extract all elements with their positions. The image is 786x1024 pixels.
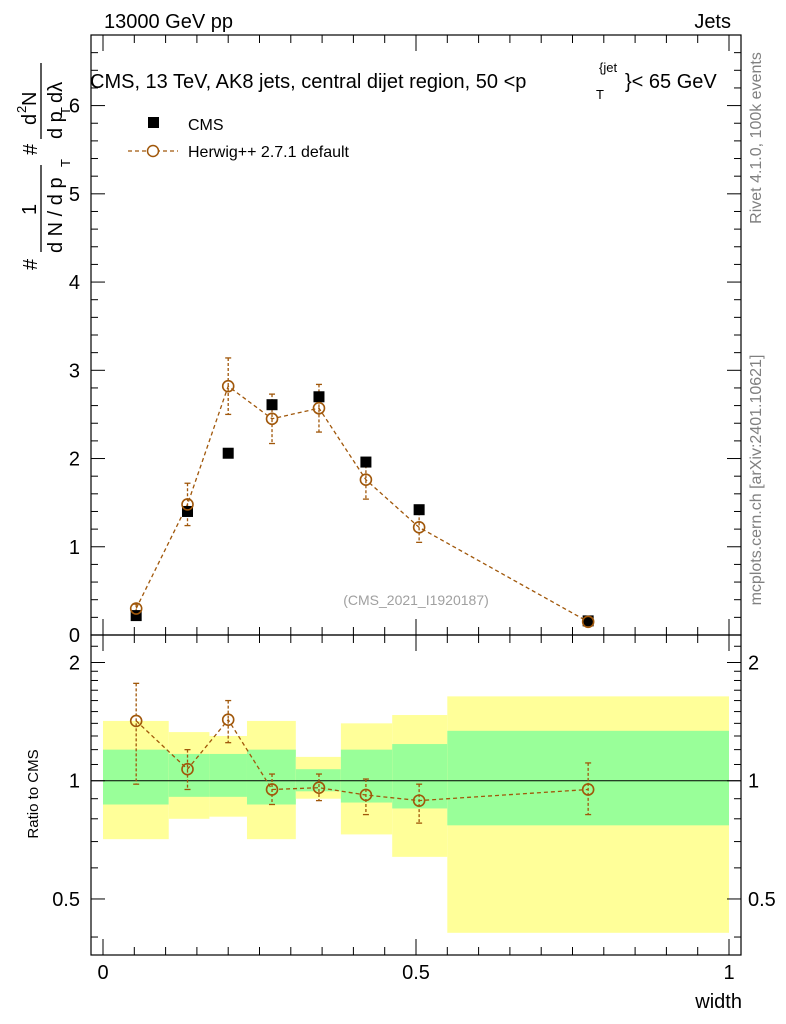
ylabel-denominator: d N / d p: [45, 177, 67, 253]
ratio-mc-point: [221, 713, 235, 727]
x-tick-label: 1: [723, 962, 734, 984]
legend-cms-label: CMS: [188, 117, 224, 134]
main-series: [129, 357, 595, 629]
cms-point: [182, 505, 194, 517]
title-subscript: T: [596, 87, 604, 102]
main-axes: 0 1 2 3 4 5 6: [69, 34, 741, 647]
uncertainty-bands: [103, 696, 729, 933]
cms-point: [266, 399, 278, 411]
x-axis-label: width: [694, 991, 742, 1013]
band-inner-5: [340, 749, 393, 803]
ratio-ytick-label: 2: [69, 653, 80, 675]
legend-mc-marker: [146, 144, 160, 158]
band-inner-0: [103, 749, 169, 805]
main-title: CMS, 13 TeV, AK8 jets, central dijet reg…: [90, 60, 717, 102]
legend: CMS Herwig++ 2.7.1 default: [128, 117, 350, 161]
cms-point: [413, 504, 425, 516]
cms-point: [130, 610, 142, 622]
ratio-series: [129, 682, 595, 824]
cms-point: [222, 447, 234, 459]
ylabel-num2-sup: 2: [14, 106, 29, 113]
main-ytick-label: 4: [69, 272, 80, 294]
ratio-mc-line: [135, 718, 589, 802]
band-inner-2: [209, 753, 247, 797]
svg-text:CMS, 13 TeV, AK8 jets, central: CMS, 13 TeV, AK8 jets, central dijet reg…: [90, 71, 526, 93]
ratio-axes: 0.5 0.5 1 1 2 2 0 0.5 1: [52, 635, 776, 984]
x-tick-label: 0.5: [402, 962, 430, 984]
cms-point: [313, 391, 325, 403]
main-ytick-label: 6: [69, 96, 80, 118]
ratio-ytick-label-right: 0.5: [748, 889, 776, 911]
main-ytick-label: 0: [69, 625, 80, 647]
ylabel-hash: #: [20, 258, 42, 270]
mc-point: [181, 498, 194, 511]
main-ylabel: # 1 d N / d p T # d 2 N d p T dλ: [14, 63, 73, 270]
legend-mc-label: Herwig++ 2.7.1 default: [188, 144, 350, 161]
mc-point: [129, 602, 143, 615]
title-superscript: {jet: [599, 60, 617, 75]
ratio-ylabel: Ratio to CMS: [25, 749, 42, 838]
main-ytick-label: 5: [69, 184, 80, 206]
ylabel-hash-2: #: [20, 143, 42, 155]
ratio-mc-point: [359, 788, 373, 802]
ratio-frame: [90, 634, 742, 956]
ylabel-den2-sub: T: [58, 107, 73, 115]
band-inner-6: [392, 744, 448, 809]
main-ytick-label: 1: [69, 537, 80, 559]
ylabel-den2-b: dλ: [45, 82, 67, 103]
rivet-version-label: Rivet 4.1.0, 100k events: [748, 52, 765, 224]
ylabel-numerator: 1: [19, 204, 41, 215]
ylabel-den-sub: T: [58, 159, 73, 167]
ratio-ytick-label-right: 2: [748, 653, 759, 675]
header-process-label: Jets: [694, 11, 731, 33]
analysis-watermark: (CMS_2021_I1920187): [343, 592, 489, 608]
ylabel-num2: d: [19, 114, 41, 125]
main-ytick-label: 3: [69, 360, 80, 382]
mc-point: [581, 615, 595, 629]
ratio-ytick-label: 1: [69, 771, 80, 793]
ratio-mc-point: [312, 781, 326, 795]
mc-point: [265, 412, 279, 426]
ratio-ytick-label: 0.5: [52, 889, 80, 911]
x-tick-label: 0: [97, 962, 108, 984]
ratio-mc-point: [581, 783, 595, 796]
ratio-mc-point: [129, 714, 143, 728]
legend-cms-marker: [148, 117, 159, 128]
ratio-mc-point: [181, 762, 194, 776]
ylabel-den2: d p: [45, 111, 67, 139]
band-inner-1: [168, 753, 210, 797]
mcplots-label: mcplots.cern.ch [arXiv:2401.10621]: [748, 355, 765, 606]
ratio-mc-point: [265, 783, 279, 796]
title-prefix: CMS, 13 TeV, AK8 jets, central dijet reg…: [90, 71, 526, 93]
main-ytick-label: 2: [69, 449, 80, 471]
cms-point: [582, 615, 594, 627]
ylabel-num2-b: N: [19, 92, 41, 106]
mc-point: [359, 473, 373, 487]
mc-point: [312, 401, 326, 415]
mc-point: [221, 379, 235, 393]
ratio-ytick-label-right: 1: [748, 771, 759, 793]
ratio-mc-point: [412, 794, 426, 807]
cms-point: [360, 456, 372, 468]
mc-line: [135, 385, 589, 623]
mc-point: [412, 521, 426, 534]
header-energy-label: 13000 GeV pp: [104, 11, 233, 33]
title-suffix: }< 65 GeV: [625, 71, 717, 93]
